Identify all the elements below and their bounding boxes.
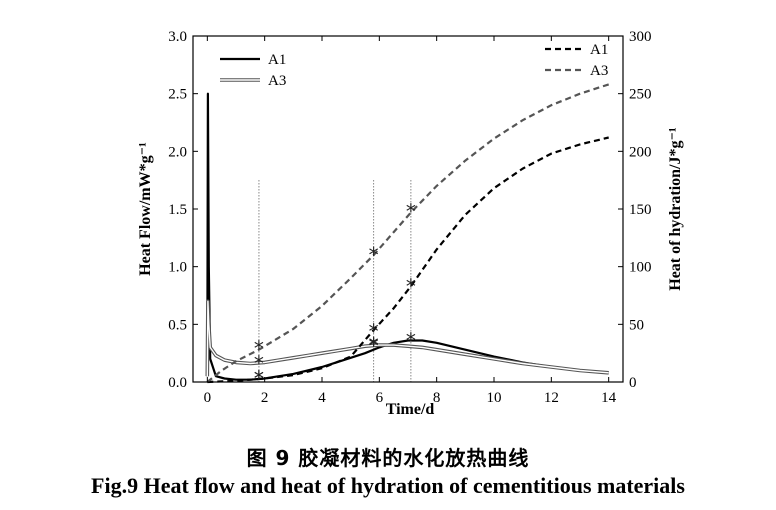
x-tick-label-4: 8 [433, 390, 441, 406]
marker-star-2: * [406, 328, 416, 352]
marker-star-3: * [254, 352, 264, 376]
y-left-tick-label-2: 1.0 [168, 260, 187, 276]
x-tick-label-5: 10 [487, 390, 502, 406]
marker-star-1: * [369, 334, 379, 358]
figure-caption-cn: 图 9 胶凝材料的水化放热曲线 [246, 446, 530, 470]
y-right-tick-label-3: 150 [629, 202, 652, 218]
y-left-tick-label-4: 2.0 [168, 144, 187, 160]
marker-star-5: * [254, 367, 264, 391]
y-left-tick-label-5: 2.5 [168, 87, 187, 103]
marker-star-7: * [406, 274, 416, 298]
series-a3-heat-flow-line-inner [206, 300, 609, 377]
marker-star-0: * [254, 367, 264, 391]
y-axis-right-label-main: Heat of hydration/J*g⁻¹ [667, 127, 684, 291]
y-right-tick-label-1: 50 [629, 317, 644, 333]
marker-star-6: * [369, 319, 379, 343]
heat-flow-chart: ** ********* 0 2 4 6 8 10 12 14 0.0 0.5 1.0 1.5 2.0 2.… [137, 29, 684, 418]
y-right-tick-label-4: 200 [629, 144, 652, 160]
y-left-tick-label-1: 0.5 [168, 317, 187, 333]
marker-stars: ** ********* [254, 199, 416, 390]
x-axis-label: Time/d [386, 401, 435, 418]
y-axis-left-label: Heat Flow/mW*g⁻¹ [137, 142, 154, 276]
figure-caption-en: Fig.9 Heat flow and heat of hydration of… [91, 473, 685, 498]
reference-lines [258, 180, 412, 382]
marker-star-9: * [369, 243, 379, 267]
x-tick-label-6: 12 [544, 390, 559, 406]
legend-left-a1-label: A1 [268, 52, 286, 68]
y-right-tick-label-6: 300 [629, 29, 652, 45]
x-tick-label-0: 0 [204, 390, 212, 406]
legend-right-a1-label: A1 [590, 42, 608, 58]
y-axis-left-label-main: Heat Flow/mW*g⁻¹ [137, 142, 154, 276]
y-right-tick-label-5: 250 [629, 87, 652, 103]
marker-star-8: * [254, 337, 264, 361]
x-tick-label-3: 6 [376, 390, 384, 406]
axis-ticks: 0 2 4 6 8 10 12 14 0.0 0.5 1.0 1.5 2.0 2.5 3.0 0 50 100 15… [168, 29, 651, 406]
marker-star-10: * [406, 199, 416, 223]
x-tick-label-7: 14 [601, 390, 617, 406]
marker-star-4: * [369, 333, 379, 357]
series-a3-heat-of-hydration-line [206, 83, 610, 383]
y-right-tick-label-2: 100 [629, 260, 652, 276]
y-axis-right-label: Heat of hydration/J*g⁻¹ [667, 127, 684, 291]
legend-right-a3-label: A3 [590, 63, 608, 79]
y-left-tick-label-3: 1.5 [168, 202, 187, 218]
x-tick-label-2: 4 [318, 390, 326, 406]
series-lines [205, 83, 610, 384]
legend-left-a3-label: A3 [268, 73, 286, 89]
legends: A1 A3 A1 A3 [220, 42, 608, 89]
y-left-tick-label-6: 3.0 [168, 29, 187, 45]
y-right-tick-label-0: 0 [629, 375, 637, 391]
x-tick-label-1: 2 [261, 390, 269, 406]
series-a1-heat-of-hydration-line [207, 136, 609, 384]
y-left-tick-label-0: 0.0 [168, 375, 187, 391]
